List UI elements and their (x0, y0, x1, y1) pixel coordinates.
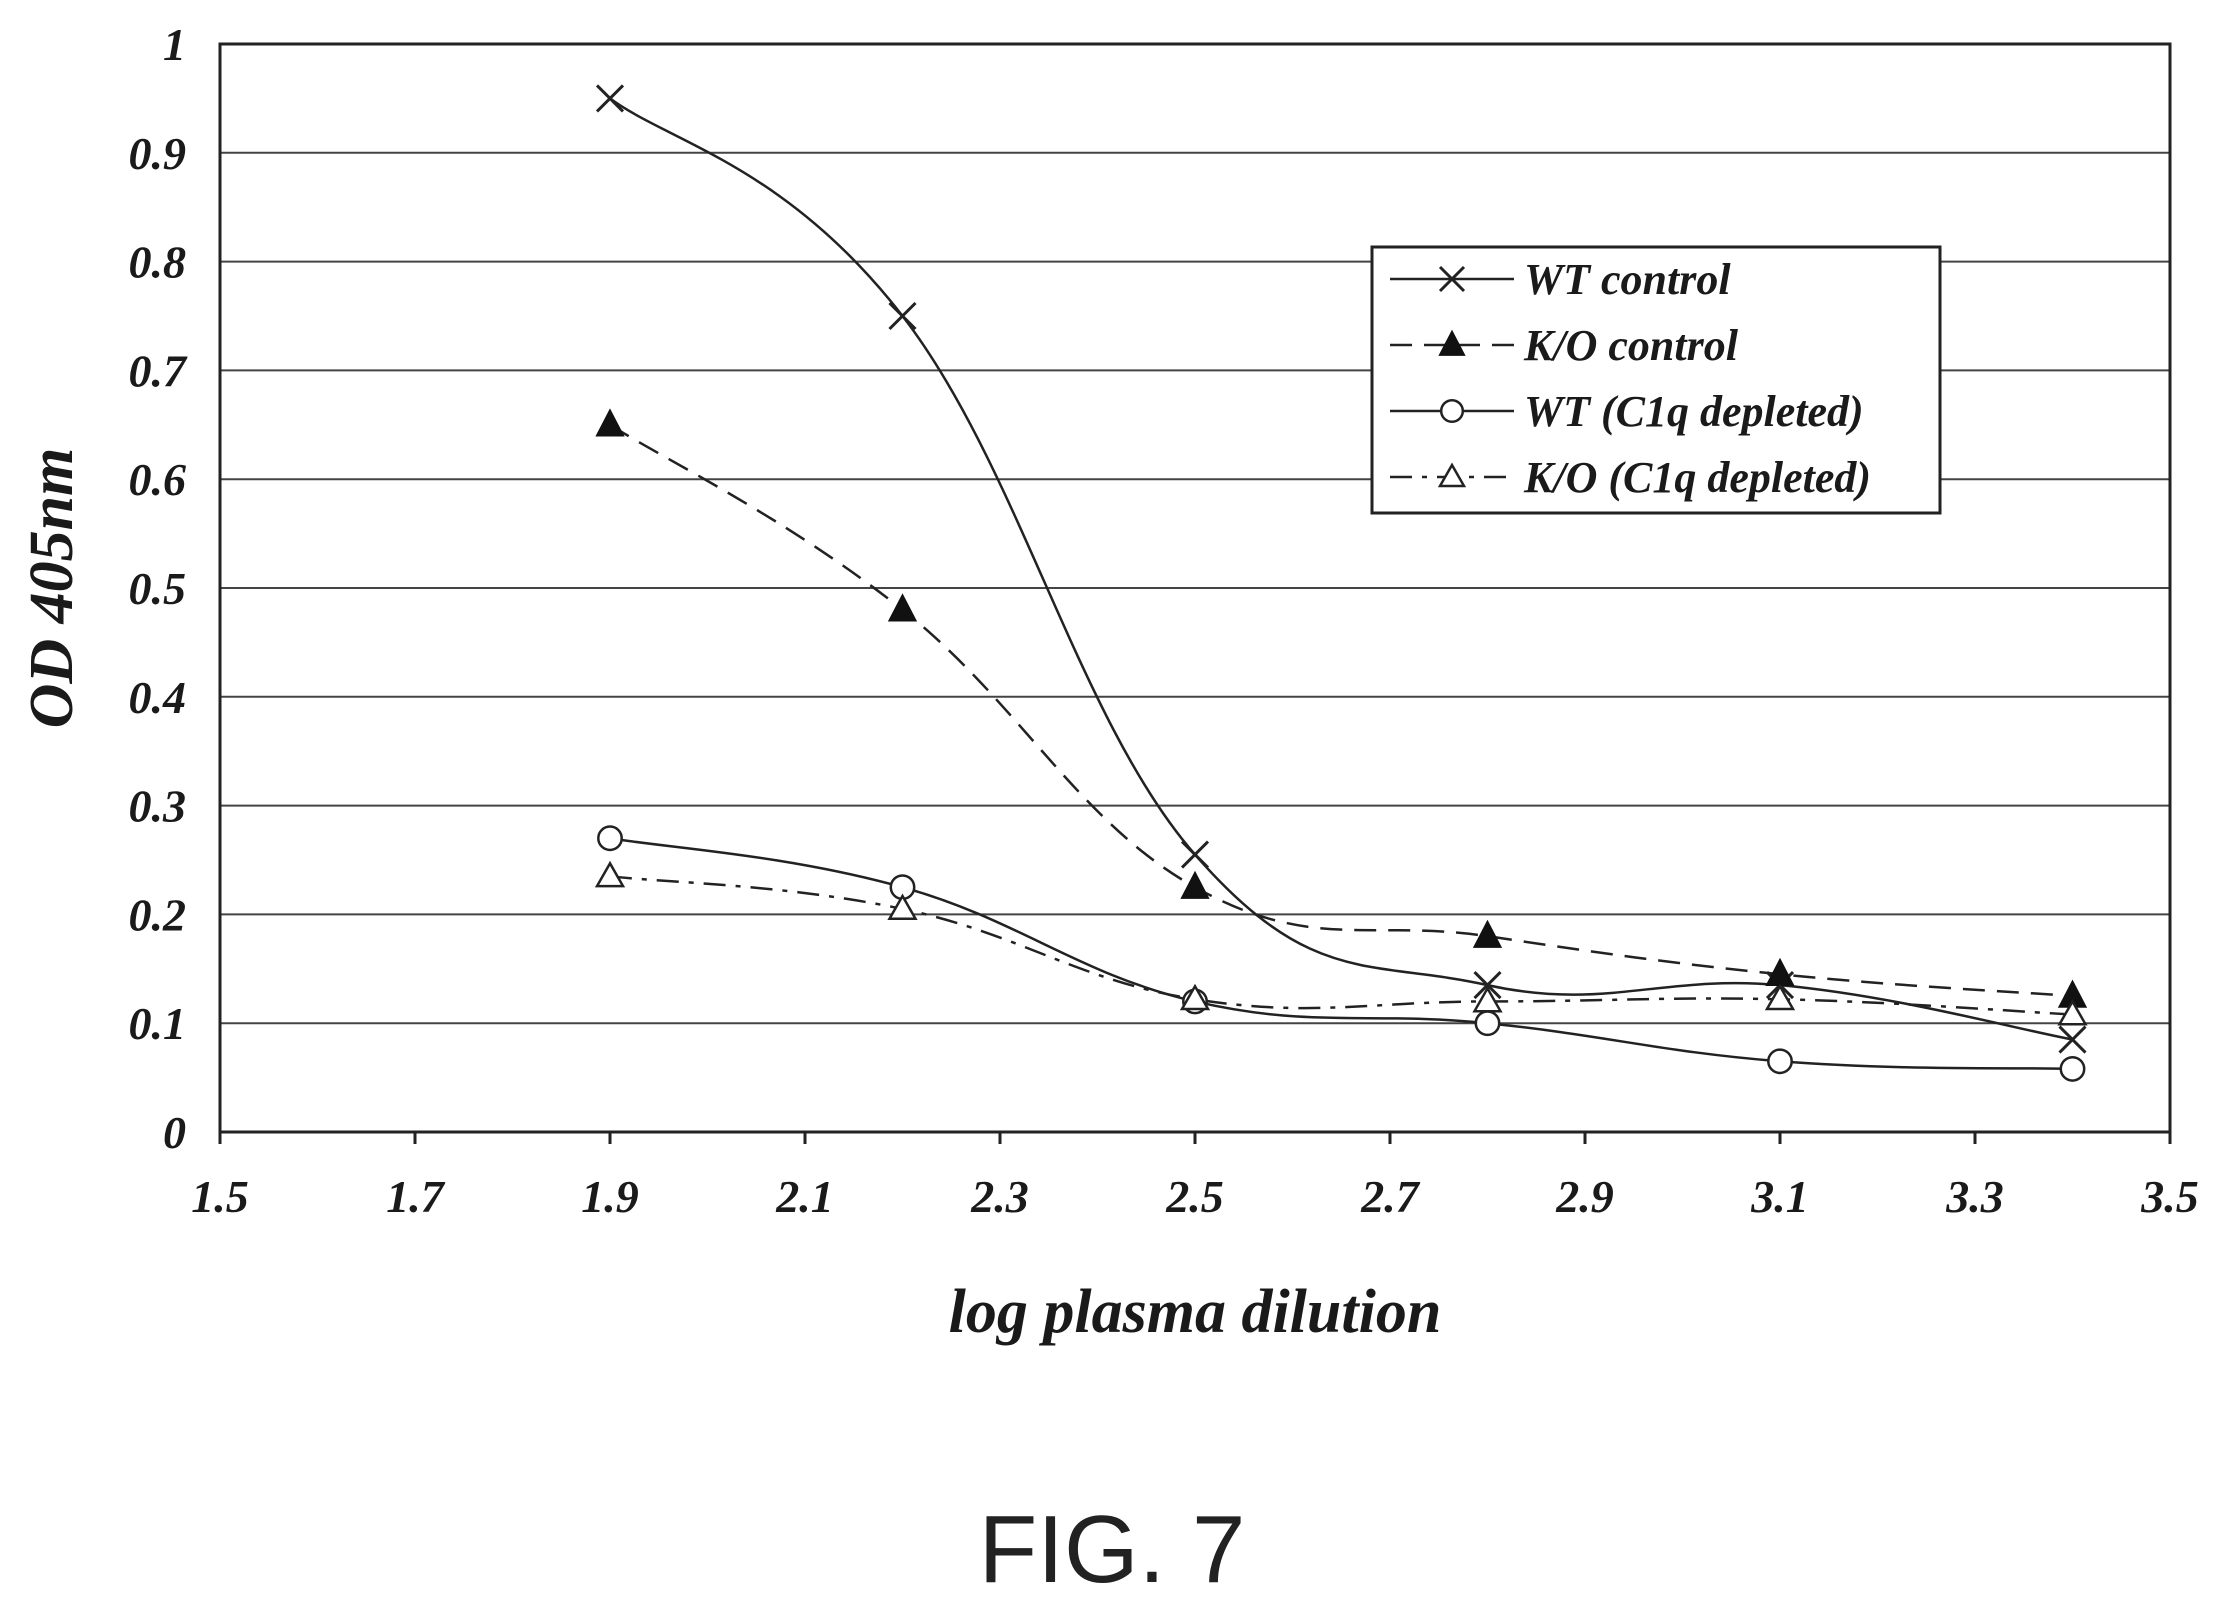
y-tick-label: 0.3 (129, 781, 187, 832)
data-point-0 (888, 301, 917, 331)
legend-entries: WT control K/O control WT (C1q depleted) K/… (1390, 255, 1871, 502)
x-tick-label: 1.7 (386, 1171, 446, 1222)
x-tick-label: 1.9 (581, 1171, 639, 1222)
filled-triangle-shape (1438, 329, 1466, 356)
y-tick-label: 0.4 (129, 672, 187, 723)
legend-entry: K/O control (1390, 321, 1739, 370)
data-point-3 (887, 893, 918, 920)
data-point-0 (2058, 1025, 2087, 1054)
x-tick-label: 2.3 (970, 1171, 1029, 1222)
x-marker-stroke (1180, 840, 1210, 869)
open-triangle-shape (1179, 983, 1211, 1011)
y-tick-label: 0.6 (129, 454, 187, 505)
legend-label: K/O (C1q depleted) (1523, 453, 1871, 502)
legend-entry: WT control (1390, 255, 1731, 304)
series-line-2 (609, 837, 2073, 1071)
x-marker (1438, 265, 1466, 293)
x-tick-label: 1.5 (191, 1171, 249, 1222)
open-triangle-shape (2057, 998, 2088, 1026)
legend-box (1370, 245, 1942, 515)
data-point-2 (1767, 1048, 1793, 1075)
x-marker-stroke (1438, 265, 1466, 293)
filled-triangle-shape (1180, 870, 1210, 899)
open-circle-shape (597, 825, 623, 852)
y-tick-label: 0.2 (129, 889, 187, 940)
y-tick-label: 0.1 (129, 998, 187, 1049)
series-line-3 (609, 875, 2073, 1016)
data-point-1 (1180, 870, 1210, 899)
filled-triangle-marker (1438, 329, 1466, 356)
open-triangle-shape (1472, 985, 1503, 1013)
legend: WT control K/O control WT (C1q depleted) K/… (1370, 245, 1942, 515)
open-triangle-shape (1437, 462, 1467, 488)
filled-triangle-shape (1472, 919, 1503, 948)
figure-caption: FIG. 7 (979, 1496, 1246, 1603)
x-tick-label: 2.5 (1165, 1171, 1224, 1222)
filled-triangle-shape (887, 593, 918, 622)
y-tick-label: 1 (163, 19, 186, 70)
y-tick-label: 0.8 (129, 237, 187, 288)
open-triangle-marker (1437, 462, 1467, 488)
x-tick-label: 3.5 (2140, 1171, 2199, 1222)
x-marker-stroke (1473, 971, 1502, 1000)
open-triangle-shape (887, 893, 918, 920)
y-tick-label: 0.5 (129, 563, 187, 614)
y-tick-label: 0 (163, 1107, 186, 1158)
data-point-3 (594, 860, 626, 888)
series-lines (609, 97, 2073, 1071)
legend-entry: K/O (C1q depleted) (1390, 453, 1871, 502)
legend-label: K/O control (1523, 321, 1739, 370)
x-tick-label: 3.1 (1750, 1171, 1809, 1222)
x-marker-stroke (595, 84, 625, 113)
filled-triangle-shape (595, 408, 625, 437)
series-line-1 (609, 423, 2073, 998)
x-tick-label: 2.7 (1360, 1171, 1421, 1222)
x-tick-label: 2.9 (1555, 1171, 1614, 1222)
data-point-0 (1473, 971, 1502, 1000)
data-point-3 (1179, 983, 1211, 1011)
data-point-2 (597, 825, 623, 852)
legend-entry: WT (C1q depleted) (1390, 387, 1864, 436)
data-point-0 (1180, 840, 1210, 869)
open-circle-shape (1767, 1048, 1793, 1075)
open-triangle-shape (594, 860, 626, 888)
gridlines (220, 151, 2170, 1025)
y-tick-label: 0.7 (129, 345, 189, 396)
series-markers (594, 84, 2088, 1082)
x-tick-label: 2.1 (775, 1171, 834, 1222)
open-circle-shape (1474, 1010, 1501, 1037)
x-axis-ticks: 1.5 1.7 1.9 2.1 2.3 2.5 2.7 2.9 3.1 3.3 3.5 (191, 1132, 2199, 1222)
series-line-0 (609, 97, 2073, 1041)
y-axis-title: OD 405nm (18, 448, 86, 729)
y-axis-ticks: 0 0.1 0.2 0.3 0.4 0.5 0.6 0.7 0.8 0.9 1 (129, 19, 189, 1158)
data-point-3 (2057, 998, 2088, 1026)
data-point-1 (595, 408, 625, 437)
data-point-2 (2059, 1055, 2086, 1082)
open-circle-marker (1439, 398, 1465, 424)
legend-label: WT control (1524, 255, 1731, 304)
open-triangle-shape (1764, 983, 1796, 1011)
open-circle-shape (2059, 1055, 2086, 1082)
legend-label: WT (C1q depleted) (1524, 387, 1864, 436)
data-point-2 (1474, 1010, 1501, 1037)
open-circle-shape (1439, 398, 1465, 424)
data-point-3 (1764, 983, 1796, 1011)
x-axis-title: log plasma dilution (949, 1278, 1442, 1346)
data-point-0 (595, 84, 625, 113)
data-point-1 (887, 593, 918, 622)
x-marker-stroke (2058, 1025, 2087, 1054)
y-tick-label: 0.9 (129, 128, 187, 179)
data-point-3 (1472, 985, 1503, 1013)
data-point-1 (1472, 919, 1503, 948)
x-marker-stroke (888, 301, 917, 331)
x-tick-label: 3.3 (1945, 1171, 2004, 1222)
